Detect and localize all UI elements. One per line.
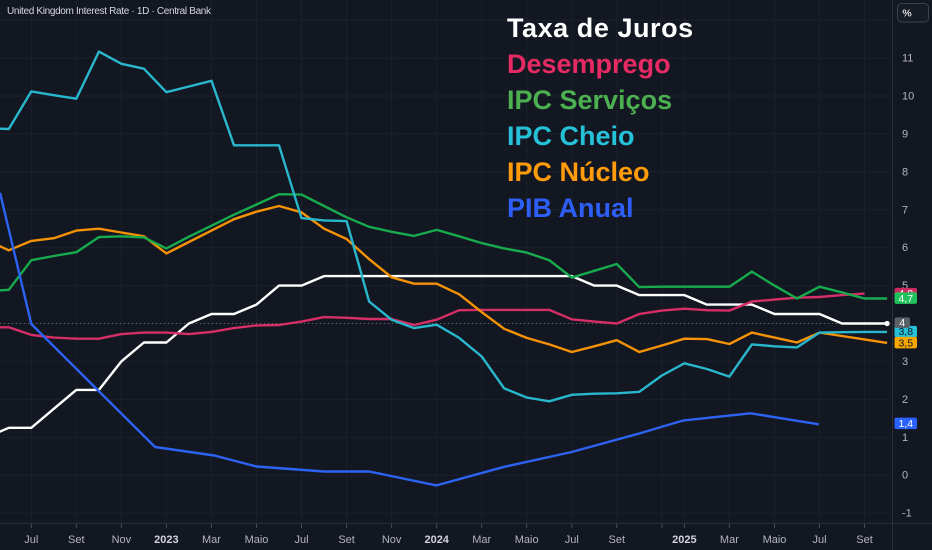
svg-text:5: 5	[902, 280, 908, 292]
svg-text:Set: Set	[68, 534, 85, 546]
svg-text:9: 9	[902, 128, 908, 140]
svg-text:2023: 2023	[154, 534, 178, 546]
svg-text:3,5: 3,5	[898, 337, 913, 349]
svg-text:2: 2	[902, 394, 908, 406]
svg-text:3,8: 3,8	[898, 326, 913, 338]
svg-text:3: 3	[902, 356, 908, 368]
svg-text:Maio: Maio	[515, 534, 539, 546]
svg-text:Set: Set	[609, 534, 626, 546]
svg-text:6: 6	[902, 242, 908, 254]
svg-text:Set: Set	[856, 534, 873, 546]
svg-text:%: %	[902, 8, 912, 20]
svg-text:7: 7	[902, 204, 908, 216]
svg-text:Jul: Jul	[812, 534, 826, 546]
svg-text:Set: Set	[338, 534, 355, 546]
svg-text:Nov: Nov	[382, 534, 402, 546]
svg-text:Mar: Mar	[472, 534, 491, 546]
svg-text:-1: -1	[902, 508, 912, 520]
svg-text:4: 4	[899, 317, 905, 329]
svg-text:2025: 2025	[672, 534, 696, 546]
svg-text:4,7: 4,7	[898, 293, 913, 305]
svg-text:Mar: Mar	[720, 534, 739, 546]
svg-text:8: 8	[902, 166, 908, 178]
svg-text:2024: 2024	[424, 534, 449, 546]
svg-text:1,4: 1,4	[898, 418, 913, 430]
svg-text:Mar: Mar	[202, 534, 221, 546]
svg-text:Jul: Jul	[294, 534, 308, 546]
svg-text:Nov: Nov	[112, 534, 132, 546]
svg-text:11: 11	[902, 53, 913, 65]
svg-text:0: 0	[902, 470, 908, 482]
svg-text:Maio: Maio	[763, 534, 787, 546]
svg-text:Jul: Jul	[24, 534, 38, 546]
svg-text:10: 10	[902, 91, 914, 103]
svg-text:1: 1	[902, 432, 908, 444]
svg-text:Maio: Maio	[245, 534, 269, 546]
svg-text:Jul: Jul	[565, 534, 579, 546]
